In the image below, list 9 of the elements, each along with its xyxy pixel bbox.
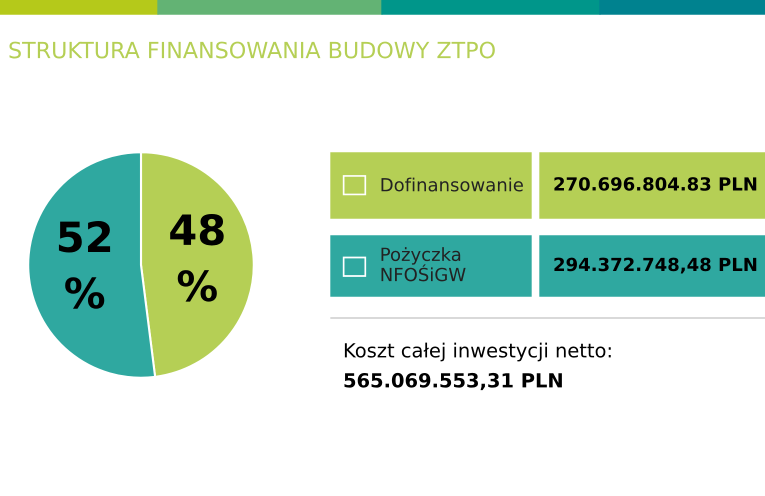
legend-label: Dofinansowanie (382, 178, 523, 192)
data-label: 48 % (170, 214, 224, 302)
text: 270.696.804.83 PLN (554, 177, 756, 191)
data-label: 52 % (58, 221, 110, 309)
text: 565.069.553,31 PLN (344, 372, 562, 390)
chart-title: STRUKTURA FINANSOWANIA BUDOWY ZTPO (9, 42, 495, 58)
legend-label: Pożyczka NFOŚiGW (382, 247, 466, 282)
text: 294.372.748,48 PLN (554, 258, 756, 274)
text: Koszt całej inwestycji netto: (344, 342, 611, 362)
